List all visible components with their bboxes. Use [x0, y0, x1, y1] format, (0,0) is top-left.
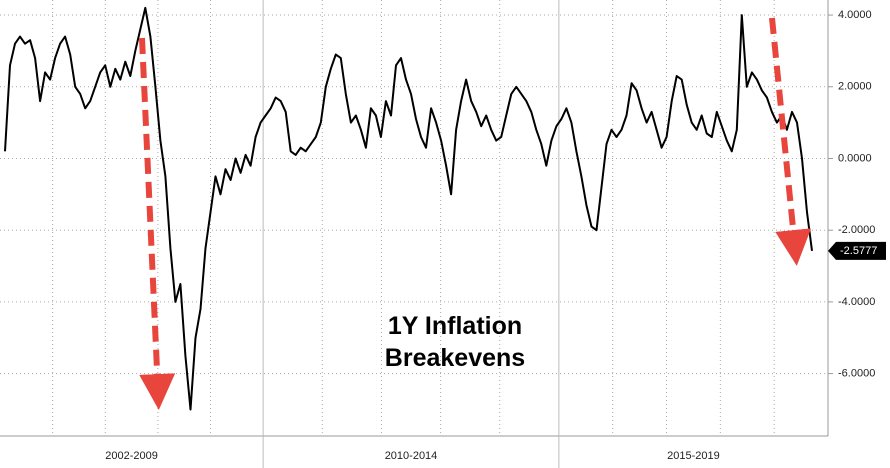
chart-title: 1Y Inflation Breakevens: [384, 312, 526, 372]
x-period-label: 2010-2014: [385, 450, 438, 462]
line: [4, 6, 813, 411]
arrow: [139, 37, 176, 410]
y-tick-label: 2.0000: [838, 81, 872, 93]
y-tick-label: -6.0000: [838, 368, 875, 380]
y-tick-label: 4.0000: [838, 9, 872, 21]
value-label: -2.5777: [840, 245, 877, 257]
value-label-box: [828, 241, 886, 260]
x-period-label: 2015-2019: [667, 450, 720, 462]
x-period-label: 2002-2009: [105, 450, 158, 462]
y-tick-label: -2.0000: [838, 224, 875, 236]
y-tick-label: -4.0000: [838, 296, 875, 308]
arrow: [769, 17, 812, 266]
y-tick-label: 0.0000: [838, 152, 872, 164]
